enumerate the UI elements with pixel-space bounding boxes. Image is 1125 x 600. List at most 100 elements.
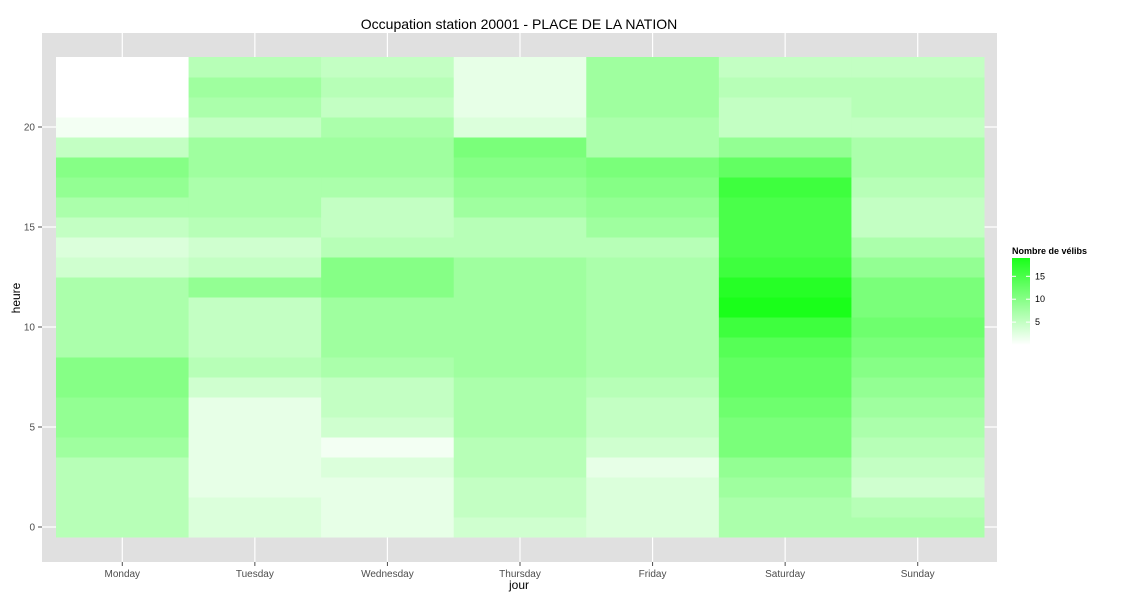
- heatmap-cell: [453, 237, 587, 258]
- heatmap-cell: [56, 97, 190, 118]
- heatmap-cell: [586, 517, 720, 538]
- x-tick-label: Friday: [639, 569, 667, 580]
- heatmap-cell: [188, 297, 322, 318]
- heatmap-cell: [718, 377, 852, 398]
- heatmap-cell: [321, 337, 455, 358]
- heatmap-cell: [453, 297, 587, 318]
- heatmap-cell: [453, 357, 587, 378]
- heatmap-cell: [321, 277, 455, 298]
- heatmap-cell: [586, 397, 720, 418]
- heatmap-cell: [56, 397, 190, 418]
- heatmap-cell: [56, 497, 190, 518]
- heatmap-cell: [56, 297, 190, 318]
- heatmap-cell: [56, 317, 190, 338]
- heatmap-cell: [851, 397, 985, 418]
- heatmap-cell: [718, 177, 852, 198]
- heatmap-cell: [321, 177, 455, 198]
- heatmap-cell: [188, 457, 322, 478]
- heatmap-cell: [321, 117, 455, 138]
- heatmap-cell: [56, 217, 190, 238]
- heatmap-cell: [321, 257, 455, 278]
- heatmap-cell: [321, 397, 455, 418]
- x-tick-label: Monday: [104, 569, 140, 580]
- heatmap-cell: [586, 277, 720, 298]
- heatmap-cell: [321, 377, 455, 398]
- heatmap-cell: [188, 497, 322, 518]
- legend-tick-label: 15: [1035, 271, 1045, 281]
- heatmap-cell: [453, 517, 587, 538]
- heatmap-cell: [453, 377, 587, 398]
- heatmap-cell: [718, 277, 852, 298]
- heatmap-cell: [851, 377, 985, 398]
- heatmap-cell: [586, 97, 720, 118]
- heatmap-cell: [56, 457, 190, 478]
- heatmap-cell: [851, 97, 985, 118]
- heatmap-cell: [718, 77, 852, 98]
- heatmap-cell: [453, 477, 587, 498]
- heatmap-cell: [718, 117, 852, 138]
- heatmap-cell: [188, 477, 322, 498]
- heatmap-cell: [453, 277, 587, 298]
- heatmap-cell: [586, 237, 720, 258]
- heatmap-cell: [453, 117, 587, 138]
- heatmap-cell: [453, 457, 587, 478]
- x-tick-label: Wednesday: [361, 569, 414, 580]
- heatmap-cell: [851, 77, 985, 98]
- y-tick-label: 15: [24, 223, 36, 234]
- heatmap-cell: [851, 417, 985, 438]
- heatmap-cell: [321, 417, 455, 438]
- heatmap-cell: [851, 237, 985, 258]
- heatmap-cell: [188, 237, 322, 258]
- heatmap-cell: [321, 157, 455, 178]
- heatmap-cell: [188, 117, 322, 138]
- heatmap-cell: [851, 117, 985, 138]
- heatmap-cell: [56, 57, 190, 78]
- heatmap-cell: [453, 217, 587, 238]
- heatmap-cell: [453, 177, 587, 198]
- heatmap-cell: [56, 117, 190, 138]
- heatmap-cell: [56, 437, 190, 458]
- heatmap-cell: [453, 197, 587, 218]
- heatmap-cell: [851, 317, 985, 338]
- heatmap-cell: [453, 77, 587, 98]
- heatmap-cell: [188, 177, 322, 198]
- heatmap-cell: [586, 57, 720, 78]
- chart-title: Occupation station 20001 - PLACE DE LA N…: [361, 16, 677, 32]
- heatmap-cell: [718, 197, 852, 218]
- heatmap-cell: [56, 357, 190, 378]
- heatmap-cell: [321, 77, 455, 98]
- heatmap-cell: [453, 397, 587, 418]
- heatmap-cell: [188, 417, 322, 438]
- heatmap-cell: [453, 437, 587, 458]
- heatmap-cell: [56, 257, 190, 278]
- heatmap-cell: [56, 197, 190, 218]
- heatmap-cell: [188, 397, 322, 418]
- heatmap-cell: [851, 497, 985, 518]
- heatmap-cell: [56, 177, 190, 198]
- heatmap-cell: [56, 77, 190, 98]
- heatmap-cell: [718, 257, 852, 278]
- heatmap-cell: [56, 517, 190, 538]
- heatmap-cell: [321, 457, 455, 478]
- heatmap-cell: [56, 337, 190, 358]
- heatmap-cell: [321, 137, 455, 158]
- heatmap-cell: [586, 257, 720, 278]
- heatmap-cell: [586, 357, 720, 378]
- heatmap-cell: [718, 217, 852, 238]
- heatmap-cell: [851, 177, 985, 198]
- y-tick-label: 0: [29, 523, 35, 534]
- y-tick-label: 5: [29, 423, 35, 434]
- heatmap-cell: [321, 437, 455, 458]
- heatmap-cell: [586, 317, 720, 338]
- heatmap-cell: [188, 57, 322, 78]
- heatmap-cell: [718, 397, 852, 418]
- heatmap-tiles: [56, 57, 985, 538]
- heatmap-cell: [321, 477, 455, 498]
- heatmap-cell: [586, 217, 720, 238]
- heatmap-cell: [718, 337, 852, 358]
- heatmap-cell: [586, 177, 720, 198]
- legend: Nombre de vélibs 5 10 15: [1012, 246, 1087, 345]
- heatmap-cell: [586, 157, 720, 178]
- heatmap-cell: [321, 317, 455, 338]
